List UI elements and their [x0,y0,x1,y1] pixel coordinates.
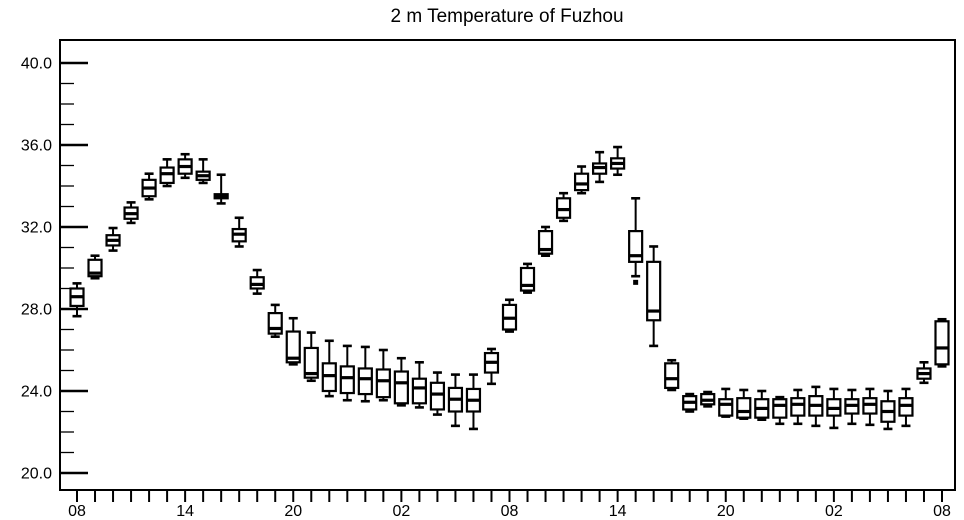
interquartile-box [285,330,301,364]
box-plot-item-hour-11-3 [123,201,139,225]
box-plot-item-hour-04-44 [862,387,878,427]
box-plot-item-hour-10-2 [105,226,121,252]
box-plot-item-hour-21-13 [303,331,319,383]
interquartile-box [267,312,283,335]
box-plot-item-hour-09-25 [519,262,536,294]
interquartile-box [393,370,409,405]
box-plot-item-hour-23-39 [772,395,788,426]
chart-title: 2 m Temperature of Fuzhou [390,6,623,27]
box-plot-item-hour-19-35 [700,390,716,408]
interquartile-box [573,172,590,192]
interquartile-box [303,346,319,379]
box-plot-item-hour-11-27 [555,191,572,223]
box-plot-item-hour-16-32 [646,245,662,348]
interquartile-box [790,397,806,417]
box-plot-item-hour-02-18 [393,356,409,407]
box-plot-item-hour-00-16 [357,345,373,403]
box-plot-item-hour-16-8 [213,173,229,205]
box-plot-item-hour-06-46 [898,387,914,428]
box-plot-item-hour-20-12 [285,316,301,366]
box-plot-item-hour-17-9 [231,216,247,248]
box-plot-item-hour-21-37 [736,388,752,420]
x-axis-tick-label: 08 [501,503,519,520]
box-plot-item-hour-15-7 [195,158,211,185]
y-axis-tick-label: 28.0 [21,302,52,319]
x-axis-tick-label: 14 [176,503,194,520]
box-plot-item-hour-08-24 [501,298,518,333]
box-plot-item-hour-05-21 [447,373,464,428]
box-plot-item-hour-23-15 [339,344,355,402]
box-plot-item-hour-13-29 [592,150,608,184]
box-plot-item-hour-14-30 [610,145,626,177]
interquartile-box [718,398,734,417]
interquartile-box [772,398,788,419]
interquartile-box [357,367,373,396]
interquartile-box [736,397,752,419]
box-plot-item-hour-03-43 [844,388,860,426]
box-plot-item-hour-04-20 [429,371,446,416]
box-plot-item-hour-14-6 [177,152,193,180]
x-axis-tick-label: 08 [68,503,86,520]
y-axis-tick-label: 24.0 [21,384,52,401]
box-plot-item-hour-22-38 [754,389,770,422]
box-plot-item-hour-19-11 [267,303,283,338]
box-plot-item-hour-07-47 [916,360,932,385]
box-plot-item-hour-17-33 [664,358,680,392]
box-plot-item-hour-12-4 [141,172,157,201]
box-plot-item-hour-18-34 [682,392,698,413]
interquartile-box [339,365,355,395]
y-axis-tick-label: 36.0 [21,138,52,155]
box-plot-item-hour-08-48 [934,317,950,368]
x-axis-tick-label: 02 [392,503,410,520]
interquartile-box [429,381,446,411]
interquartile-box [646,260,662,322]
y-axis-tick-label: 32.0 [21,220,52,237]
box-plot-item-hour-01-17 [375,348,391,402]
outlier-marker [633,279,639,285]
box-plot-item-hour-18-10 [249,268,265,295]
box-plot-item-hour-20-36 [718,387,734,418]
interquartile-box [375,368,391,399]
box-plot-item-hour-02-42 [826,387,842,430]
box-plot-item-hour-09-1 [87,254,103,280]
box-plot-item-hour-15-31 [628,197,644,278]
box-plot-item-hour-03-19 [411,360,427,409]
box-plot-item-hour-13-5 [159,158,175,188]
x-axis-tick-label: 20 [717,503,735,520]
box-plot-item-hour-08-0 [69,282,85,318]
box-plot-item-hour-12-28 [573,165,590,195]
box-plot-item-hour-06-22 [465,373,482,431]
x-axis-tick-label: 20 [284,503,302,520]
box-plot-item-hour-00-40 [790,388,806,426]
x-axis-tick-label: 02 [825,503,843,520]
x-axis-tick-label: 14 [609,503,627,520]
y-axis-tick-label: 20.0 [21,466,52,483]
y-axis-tick-label: 40.0 [21,56,52,73]
box-plot-item-hour-10-26 [537,225,554,257]
box-plot-item-hour-22-14 [321,339,337,398]
plot-frame [59,39,956,491]
x-axis-tick-label: 08 [933,503,951,520]
box-plot-item-hour-07-23 [483,347,500,386]
plot-area: 20.0 24.0 28.0 32.0 36.0 40.0 08 14 20 02 08 14 20 02… [21,39,956,520]
interquartile-box [411,377,427,405]
box-plot-item-hour-01-41 [808,385,824,428]
interquartile-box [664,362,680,390]
interquartile-box [519,266,536,292]
interquartile-box [934,320,950,366]
box-plot-item-hour-05-45 [880,389,896,431]
